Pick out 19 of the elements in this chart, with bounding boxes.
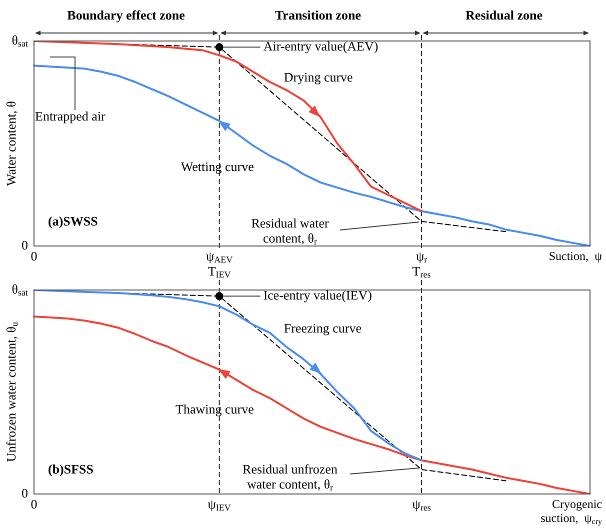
annotation: Entrapped air	[35, 108, 106, 124]
x-tick-label: 0	[30, 248, 38, 264]
series-label: Wetting curve	[180, 159, 254, 174]
y-axis-title: Water content, θ	[3, 101, 18, 186]
series-label: Drying curve	[284, 69, 354, 84]
x-axis-title: Suction, ψ	[548, 249, 602, 264]
annotation: (b)SFSS	[48, 461, 94, 476]
text: Residual zone	[466, 7, 543, 22]
annotation: Ice-entry value(IEV)	[263, 288, 372, 303]
y-axis-title: Unfrozen water content, θu	[3, 322, 20, 462]
text: 0	[22, 485, 28, 500]
annotation: (a)SWSS	[48, 213, 98, 228]
x-tick-label: 0	[30, 496, 38, 512]
text: 0	[22, 237, 28, 252]
annotation: Air-entry value(AEV)	[263, 38, 378, 54]
text: Boundary effect zone	[67, 7, 186, 22]
series-label: Thawing curve	[176, 402, 254, 417]
text: Transition zone	[274, 7, 362, 22]
series-label: Freezing curve	[284, 320, 362, 336]
